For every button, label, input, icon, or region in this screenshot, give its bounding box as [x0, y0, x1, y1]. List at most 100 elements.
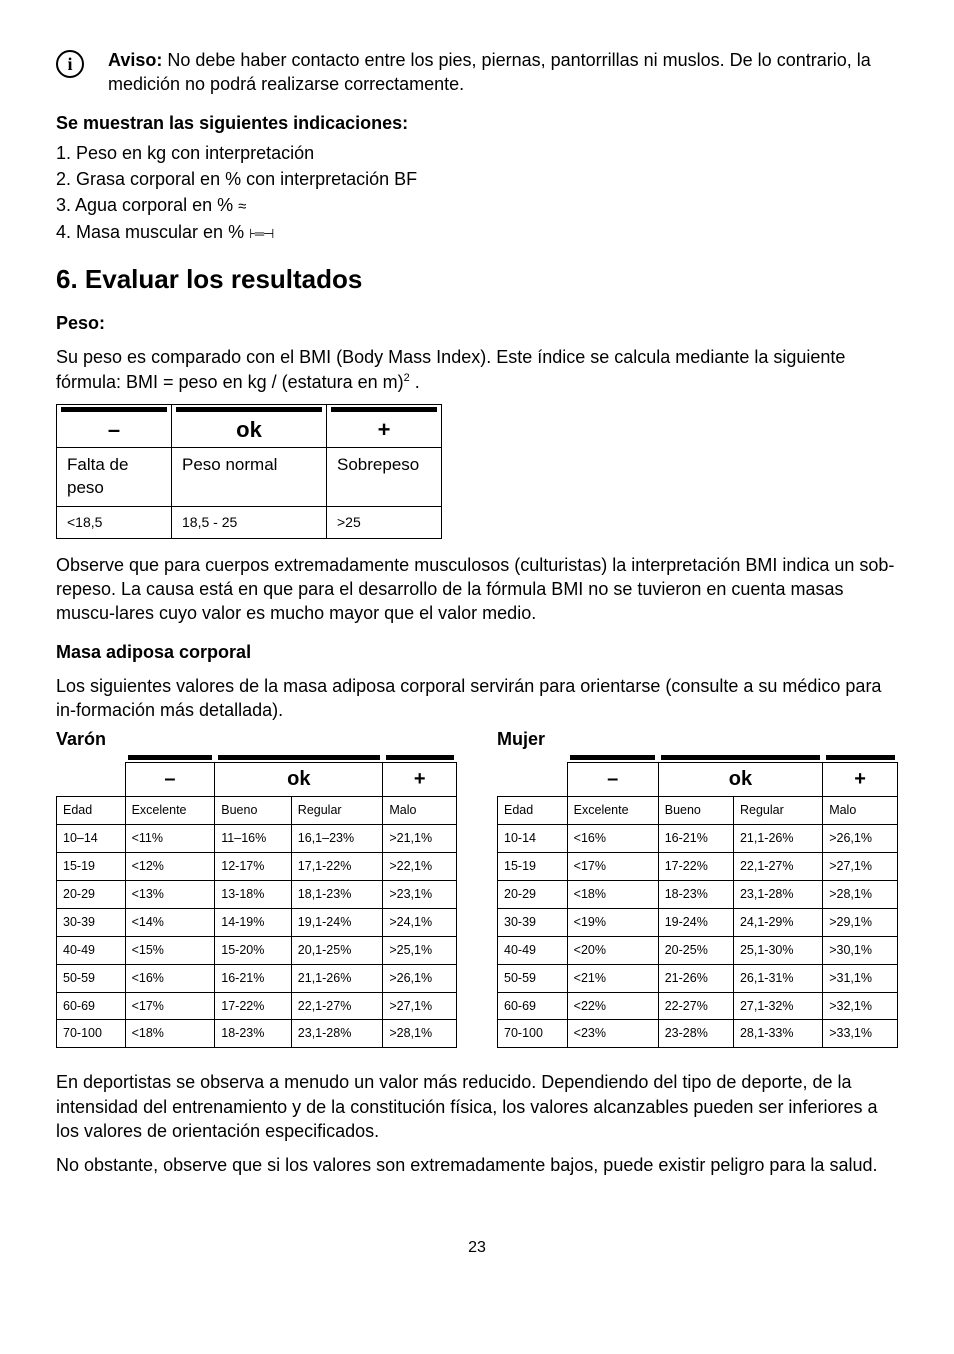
- table-cell: 20-25%: [658, 936, 733, 964]
- table-cell: >28,1%: [383, 1020, 457, 1048]
- indication-item: 1. Peso en kg con interpretación: [56, 141, 898, 165]
- col-regular: Regular: [291, 797, 383, 825]
- table-cell: 20,1-25%: [291, 936, 383, 964]
- col-excelente: Excelente: [125, 797, 215, 825]
- mujer-label: Mujer: [497, 727, 898, 751]
- table-cell: 23,1-28%: [291, 1020, 383, 1048]
- table-cell: <12%: [125, 853, 215, 881]
- table-headers: Edad Excelente Bueno Regular Malo: [57, 797, 457, 825]
- table-cell: 22,1-27%: [733, 853, 822, 881]
- col-excelente: Excelente: [567, 797, 658, 825]
- aviso-body: No debe haber contacto entre los pies, p…: [108, 50, 871, 94]
- table-cell: 10–14: [57, 825, 126, 853]
- table-cell: >32,1%: [823, 992, 898, 1020]
- table-row: 10-14<16%16-21%21,1-26%>26,1%: [498, 825, 898, 853]
- deportistas-paragraph: En deportistas se observa a menudo un va…: [56, 1070, 898, 1143]
- table-headers: Edad Excelente Bueno Regular Malo: [498, 797, 898, 825]
- table-cell: >24,1%: [383, 908, 457, 936]
- table-cell: 18-23%: [215, 1020, 292, 1048]
- table-cell: 70-100: [498, 1020, 568, 1048]
- table-cell: >31,1%: [823, 964, 898, 992]
- aviso-box: i Aviso: No debe haber contacto entre lo…: [56, 48, 898, 97]
- table-cell: 18,1-23%: [291, 881, 383, 909]
- table-cell: 19,1-24%: [291, 908, 383, 936]
- varon-column: Varón – ok + Edad Excelente: [56, 725, 457, 1049]
- table-cell: 21,1-26%: [733, 825, 822, 853]
- bmi-value-underweight: <18,5: [57, 506, 172, 538]
- table-cell: <18%: [125, 1020, 215, 1048]
- bmi-label-overweight: Sobrepeso: [327, 448, 442, 507]
- table-cell: 23-28%: [658, 1020, 733, 1048]
- table-cell: >27,1%: [383, 992, 457, 1020]
- table-cell: 20-29: [498, 881, 568, 909]
- bmi-value-row: <18,5 18,5 - 25 >25: [57, 506, 442, 538]
- table-row: 70-100<18%18-23%23,1-28%>28,1%: [57, 1020, 457, 1048]
- peso-paragraph: Su peso es comparado con el BMI (Body Ma…: [56, 345, 898, 394]
- table-cell: 21-26%: [658, 964, 733, 992]
- table-cell: >22,1%: [383, 853, 457, 881]
- table-cell: >33,1%: [823, 1020, 898, 1048]
- sym-plus: +: [383, 763, 457, 797]
- table-cell: 60-69: [498, 992, 568, 1020]
- info-icon: i: [56, 50, 84, 78]
- table-cell: 16-21%: [215, 964, 292, 992]
- table-cell: <18%: [567, 881, 658, 909]
- bmi-header-row: – ok +: [57, 405, 442, 448]
- table-cell: >23,1%: [383, 881, 457, 909]
- table-cell: <21%: [567, 964, 658, 992]
- section-6-title: 6. Evaluar los resultados: [56, 262, 898, 297]
- table-cell: 20-29: [57, 881, 126, 909]
- table-cell: >21,1%: [383, 825, 457, 853]
- table-row: 60-69<17%17-22%22,1-27%>27,1%: [57, 992, 457, 1020]
- table-cell: 50-59: [498, 964, 568, 992]
- table-cell: 13-18%: [215, 881, 292, 909]
- varon-label: Varón: [56, 727, 457, 751]
- table-cell: 27,1-32%: [733, 992, 822, 1020]
- masa-heading: Masa adiposa corporal: [56, 640, 898, 664]
- table-cell: 30-39: [57, 908, 126, 936]
- table-cell: <17%: [567, 853, 658, 881]
- table-cell: 15-19: [57, 853, 126, 881]
- table-cell: 50-59: [57, 964, 126, 992]
- table-cell: <16%: [125, 964, 215, 992]
- bmi-table: – ok + Falta de peso Peso normal Sobrepe…: [56, 404, 442, 539]
- table-row: 40-49<15%15-20%20,1-25%>25,1%: [57, 936, 457, 964]
- water-icon: ≈: [238, 198, 246, 215]
- table-cell: <19%: [567, 908, 658, 936]
- muscle-icon: ⊦═⊣: [249, 226, 273, 241]
- table-cell: <22%: [567, 992, 658, 1020]
- bmi-col-minus: –: [57, 405, 172, 448]
- table-cell: 17,1-22%: [291, 853, 383, 881]
- table-cell: >28,1%: [823, 881, 898, 909]
- table-cell: 28,1-33%: [733, 1020, 822, 1048]
- table-cell: 16,1–23%: [291, 825, 383, 853]
- table-cell: <16%: [567, 825, 658, 853]
- table-cell: 26,1-31%: [733, 964, 822, 992]
- table-row: 20-29<18%18-23%23,1-28%>28,1%: [498, 881, 898, 909]
- bmi-label-underweight: Falta de peso: [57, 448, 172, 507]
- bmi-col-ok: ok: [172, 405, 327, 448]
- col-edad: Edad: [498, 797, 568, 825]
- table-cell: 18-23%: [658, 881, 733, 909]
- table-cell: 24,1-29%: [733, 908, 822, 936]
- table-cell: <23%: [567, 1020, 658, 1048]
- sym-minus: –: [125, 763, 215, 797]
- table-cell: 14-19%: [215, 908, 292, 936]
- table-cell: 15-20%: [215, 936, 292, 964]
- col-malo: Malo: [823, 797, 898, 825]
- table-cell: 10-14: [498, 825, 568, 853]
- col-malo: Malo: [383, 797, 457, 825]
- table-cell: 25,1-30%: [733, 936, 822, 964]
- indication-item: 4. Masa muscular en % ⊦═⊣: [56, 220, 898, 244]
- table-cell: 30-39: [498, 908, 568, 936]
- table-cell: >26,1%: [823, 825, 898, 853]
- table-cell: 17-22%: [658, 853, 733, 881]
- col-edad: Edad: [57, 797, 126, 825]
- page-number: 23: [56, 1237, 898, 1259]
- bmi-col-plus: +: [327, 405, 442, 448]
- bmi-value-overweight: >25: [327, 506, 442, 538]
- table-row: 15-19<12%12-17%17,1-22%>22,1%: [57, 853, 457, 881]
- table-row: 20-29<13%13-18%18,1-23%>23,1%: [57, 881, 457, 909]
- aviso-text: Aviso: No debe haber contacto entre los …: [108, 48, 898, 97]
- sym-ok: ok: [215, 763, 383, 797]
